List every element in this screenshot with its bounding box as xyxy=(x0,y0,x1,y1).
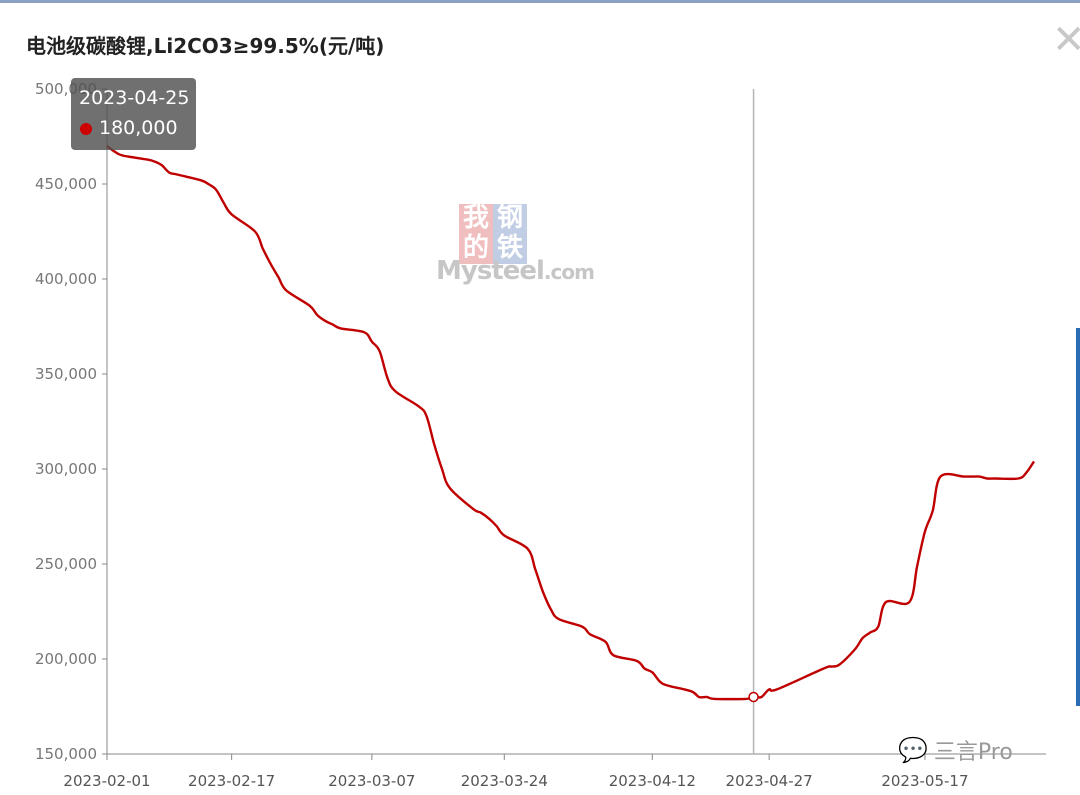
x-tick-label: 2023-02-17 xyxy=(188,772,275,790)
watermark-suffix: .com xyxy=(543,260,595,284)
watermark-char-1: 我的 xyxy=(459,203,493,264)
y-tick-label: 150,000 xyxy=(35,745,97,763)
wechat-icon: 💬 xyxy=(898,736,928,764)
tooltip-marker xyxy=(80,123,92,135)
watermark-brand: Mysteel xyxy=(436,256,545,286)
watermark-text: Mysteel.com xyxy=(436,256,595,286)
x-tick-label: 2023-03-07 xyxy=(328,772,415,790)
window-top-border xyxy=(0,0,1080,3)
highlight-point[interactable] xyxy=(748,691,759,703)
close-icon[interactable]: ✕ xyxy=(1052,17,1080,63)
x-tick-label: 2023-05-17 xyxy=(881,772,968,790)
y-tick-label: 350,000 xyxy=(35,365,97,383)
x-tick-label: 2023-04-12 xyxy=(609,772,696,790)
x-tick-label: 2023-02-01 xyxy=(63,772,150,790)
x-axis: 2023-02-01 2023-02-17 2023-03-07 2023-03-24… xyxy=(63,753,1046,790)
y-tick-label: 450,000 xyxy=(35,175,97,193)
y-tick-label: 250,000 xyxy=(35,555,97,573)
tooltip-value: 180,000 xyxy=(99,117,178,139)
x-tick-label: 2023-03-24 xyxy=(461,772,548,790)
chart-title: 电池级碳酸锂,Li2CO3≥99.5%(元/吨) xyxy=(26,34,385,58)
x-tick-label: 2023-04-27 xyxy=(726,772,813,790)
tooltip: 2023-04-25 180,000 xyxy=(71,78,196,150)
side-scroll-indicator xyxy=(1076,328,1080,706)
mysteel-watermark: 我的 钢铁 Mysteel.com xyxy=(436,203,595,286)
y-tick-label: 300,000 xyxy=(35,460,97,478)
tooltip-date: 2023-04-25 xyxy=(79,87,190,109)
brand-label: 三言Pro xyxy=(933,740,1013,765)
brand-logo: 💬 三言Pro xyxy=(898,734,1013,766)
y-tick-label: 400,000 xyxy=(35,270,97,288)
y-axis: 150,000 200,000 250,000 300,000 350,000 400,0… xyxy=(35,80,108,763)
series-line xyxy=(106,145,1035,701)
watermark-char-2: 钢铁 xyxy=(493,203,527,264)
y-tick-label: 200,000 xyxy=(35,650,97,668)
